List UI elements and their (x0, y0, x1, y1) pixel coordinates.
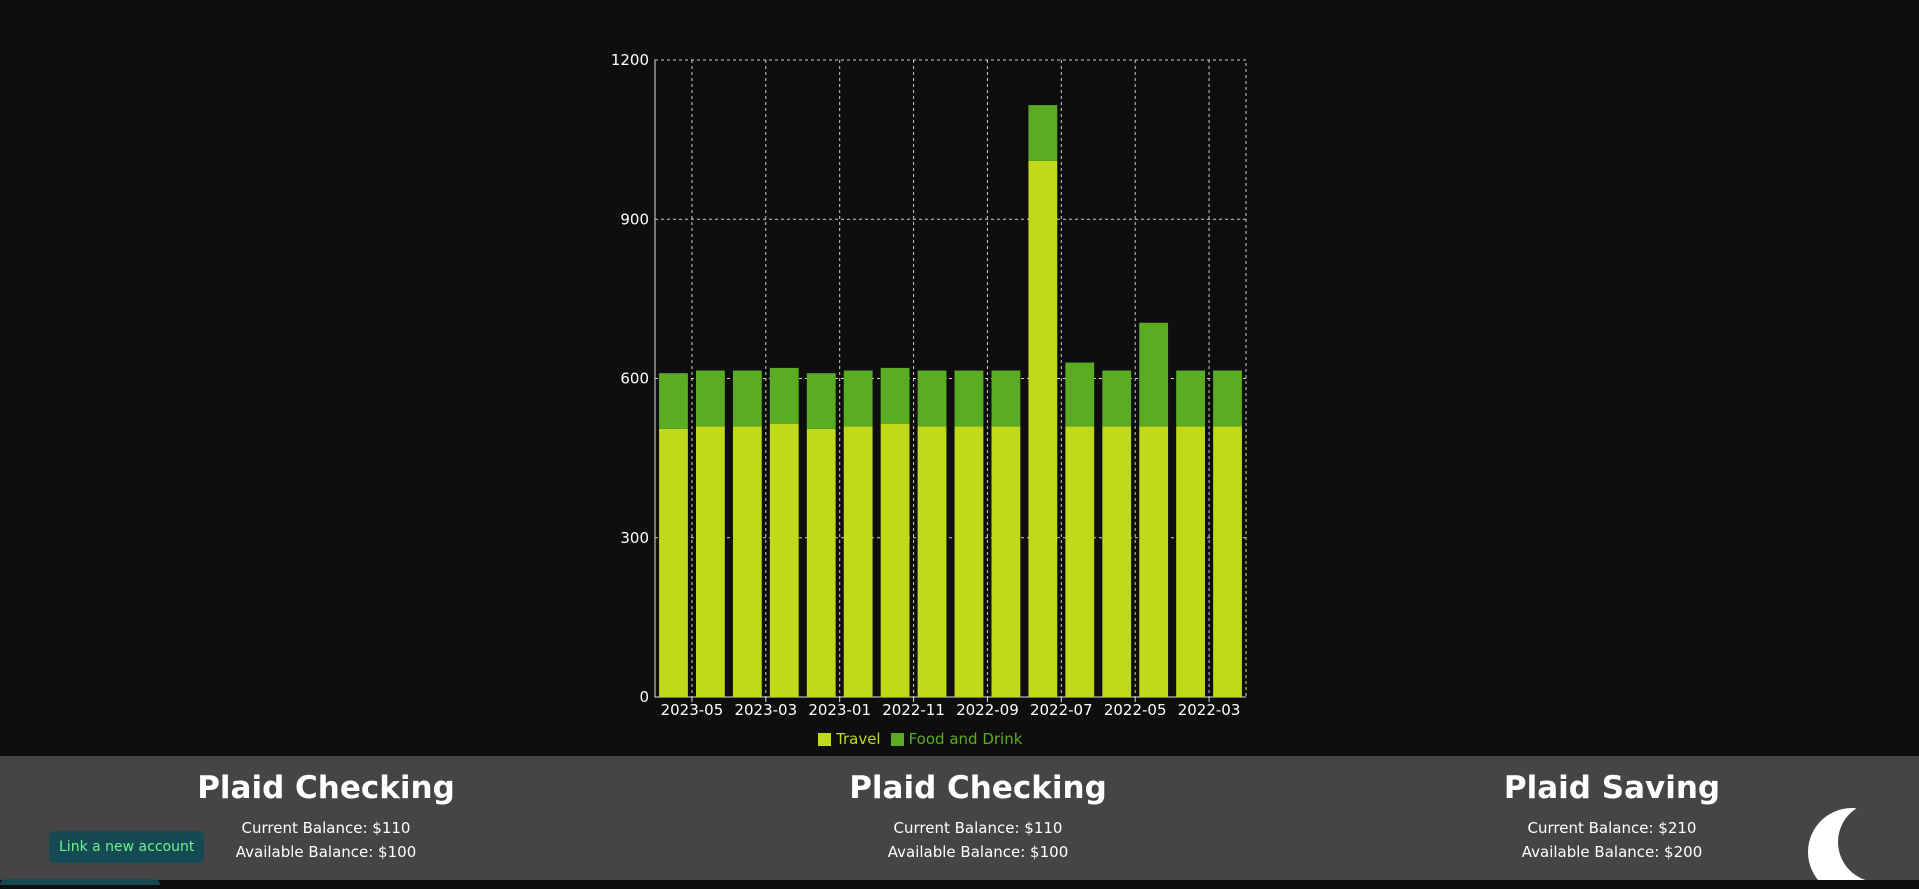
bar-food-and-drink (1176, 371, 1205, 427)
bar-travel (1213, 426, 1242, 697)
x-tick-label: 2022-03 (1178, 701, 1241, 719)
bar-travel (955, 426, 984, 697)
bar-food-and-drink (1028, 105, 1057, 161)
spending-chart: 0 300 600 900 1200 2023-05 2023-03 2023-01 2022-… (0, 0, 1919, 756)
account-name: Plaid Checking (778, 770, 1178, 806)
y-tick-label: 600 (620, 370, 649, 388)
bar-travel (807, 429, 836, 697)
y-tick-label: 300 (620, 529, 649, 547)
bar-food-and-drink (844, 371, 873, 427)
current-balance: Current Balance: $210 (1412, 816, 1812, 840)
bar-travel (1065, 426, 1094, 697)
legend-swatch-food-and-drink (891, 733, 904, 746)
account-card: Plaid Checking Current Balance: $110 Ava… (778, 770, 1178, 864)
bar-food-and-drink (1139, 323, 1168, 427)
bar-food-and-drink (807, 373, 836, 429)
bar-travel (992, 426, 1021, 697)
bar-travel (1176, 426, 1205, 697)
chart-svg: 0 300 600 900 1200 2023-05 2023-03 2023-01 2022-… (0, 0, 1919, 756)
chart-legend: Travel Food and Drink (818, 730, 1022, 748)
bar-food-and-drink (696, 371, 725, 427)
bar-food-and-drink (659, 373, 688, 429)
x-tick-label: 2023-05 (661, 701, 724, 719)
account-name: Plaid Saving (1412, 770, 1812, 806)
accounts-bar: Plaid Checking Current Balance: $110 Ava… (0, 756, 1919, 880)
bar-travel (1102, 426, 1131, 697)
bar-food-and-drink (955, 371, 984, 427)
bar-food-and-drink (1213, 371, 1242, 427)
x-tick-label: 2022-05 (1104, 701, 1167, 719)
bar-food-and-drink (733, 371, 762, 427)
bar-food-and-drink (1102, 371, 1131, 427)
current-balance: Current Balance: $110 (778, 816, 1178, 840)
x-tick-label: 2022-11 (882, 701, 945, 719)
legend-item-food-and-drink[interactable]: Food and Drink (891, 730, 1023, 748)
bar-food-and-drink (992, 371, 1021, 427)
available-balance: Available Balance: $200 (1412, 840, 1812, 864)
legend-swatch-travel (818, 733, 831, 746)
account-name: Plaid Checking (126, 770, 526, 806)
x-tick-label: 2023-03 (734, 701, 797, 719)
legend-label-travel: Travel (836, 730, 881, 748)
legend-label-food-and-drink: Food and Drink (909, 730, 1023, 748)
bar-travel (696, 426, 725, 697)
bar-food-and-drink (1065, 363, 1094, 427)
x-tick-label: 2022-07 (1030, 701, 1093, 719)
moon-icon[interactable] (1800, 800, 1890, 885)
bottom-tab[interactable] (0, 879, 160, 885)
bar-food-and-drink (770, 368, 799, 424)
y-tick-label: 0 (639, 688, 649, 706)
account-card: Plaid Saving Current Balance: $210 Avail… (1412, 770, 1812, 864)
bar-travel (733, 426, 762, 697)
bar-travel (844, 426, 873, 697)
moon-icon-svg (1800, 800, 1890, 885)
legend-item-travel[interactable]: Travel (818, 730, 881, 748)
bar-travel (659, 429, 688, 697)
available-balance: Available Balance: $100 (778, 840, 1178, 864)
bar-travel (881, 424, 910, 697)
link-account-button[interactable]: Link a new account (49, 831, 204, 863)
bar-travel (1139, 426, 1168, 697)
bottom-strip (0, 880, 1919, 885)
x-tick-label: 2022-09 (956, 701, 1019, 719)
bar-travel (770, 424, 799, 697)
y-tick-label: 900 (620, 210, 649, 228)
bar-food-and-drink (918, 371, 947, 427)
bar-travel (918, 426, 947, 697)
y-tick-label: 1200 (611, 51, 649, 69)
bar-travel (1028, 161, 1057, 697)
x-tick-label: 2023-01 (808, 701, 871, 719)
bar-food-and-drink (881, 368, 910, 424)
